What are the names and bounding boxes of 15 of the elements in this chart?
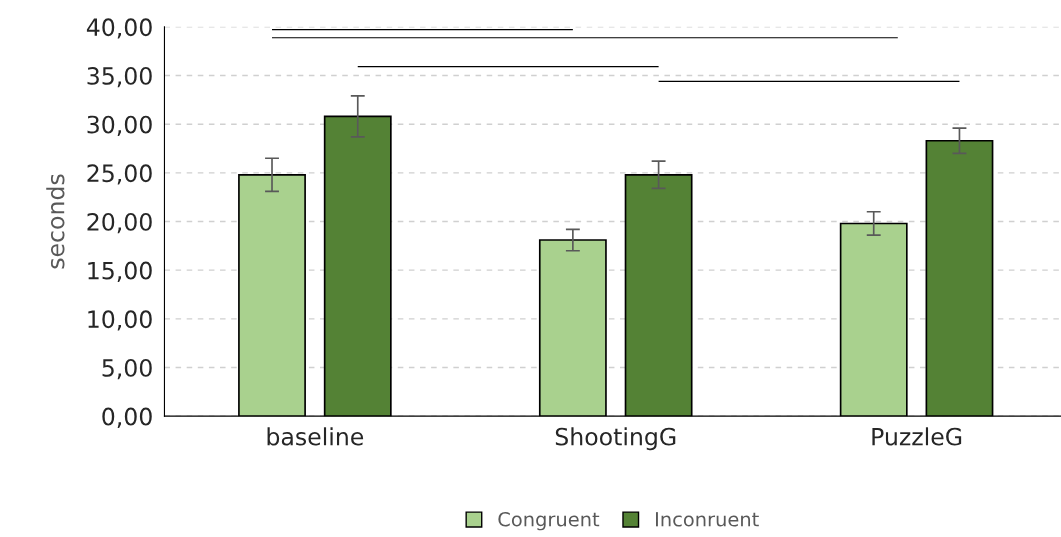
y-tick-label: 15,00 [88,261,152,282]
y-tick-label: 25,00 [87,164,152,185]
y-tick-label: 5,00 [102,358,152,380]
y-tick-label: 40,00 [86,18,152,39]
legend-label: Congruent [498,511,600,531]
y-tick-label: 35,00 [87,66,152,88]
legend-label: Inconruent [656,512,759,527]
y-tick-label: 10,00 [88,310,152,331]
y-tick-label: 0,00 [102,407,152,428]
y-axis-title: seconds [46,174,65,269]
y-tick-label: 20,00 [87,212,152,234]
x-tick-label: baseline [267,427,364,446]
x-tick-label: PuzzleG [872,427,962,446]
x-tick-label: ShootingG [555,427,676,451]
y-tick-label: 30,00 [87,115,152,136]
